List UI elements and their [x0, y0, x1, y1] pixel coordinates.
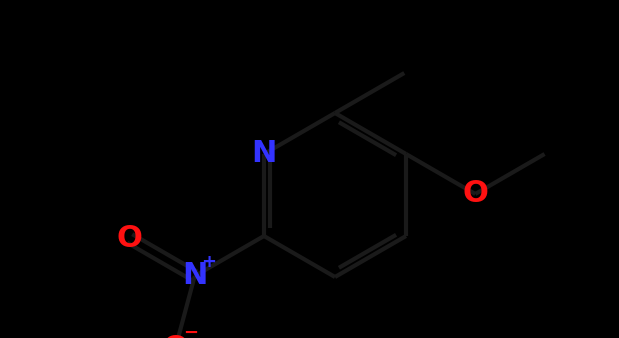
Text: N: N [182, 262, 207, 290]
Text: O: O [462, 179, 488, 209]
Text: CH₃: CH₃ [546, 144, 587, 164]
Text: O: O [117, 224, 143, 253]
Text: O: O [162, 334, 188, 338]
Text: N: N [251, 140, 277, 169]
Text: +: + [202, 253, 217, 271]
Text: CH₃: CH₃ [405, 63, 447, 83]
Text: −: − [183, 324, 198, 338]
